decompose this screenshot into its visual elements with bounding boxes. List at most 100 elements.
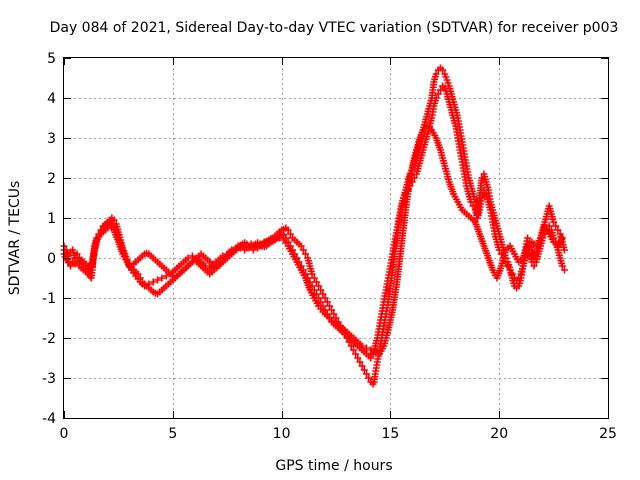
data-point: [258, 242, 266, 250]
x-tick-label: 10: [273, 426, 291, 442]
data-point: [249, 246, 257, 254]
data-point: [236, 244, 244, 252]
data-point: [323, 298, 331, 306]
data-point: [141, 282, 149, 290]
data-point: [302, 250, 310, 258]
data-point: [319, 290, 327, 298]
data-point: [362, 344, 370, 352]
data-point: [275, 234, 283, 242]
data-point: [262, 240, 270, 248]
data-point: [552, 222, 560, 230]
data-point: [560, 246, 568, 254]
data-point: [367, 354, 375, 362]
data-point: [67, 262, 75, 270]
data-point: [436, 86, 444, 94]
data-point: [219, 252, 227, 260]
y-tick-label: -1: [42, 291, 56, 307]
data-point: [432, 94, 440, 102]
data-point: [149, 278, 157, 286]
data-point: [145, 280, 153, 288]
x-tick-label: 15: [381, 426, 399, 442]
data-points: [60, 64, 568, 388]
x-tick-labels: 0 5 10 15 20 25: [60, 426, 617, 442]
data-point: [110, 216, 118, 224]
data-point: [317, 286, 325, 294]
data-point: [362, 370, 370, 378]
data-point: [480, 186, 488, 194]
data-point: [271, 236, 279, 244]
y-tick-label: 1: [47, 211, 56, 227]
data-point: [184, 254, 192, 262]
data-point: [328, 316, 336, 324]
data-point: [508, 270, 516, 278]
y-axis-label: SDTVAR / TECUs: [7, 181, 23, 296]
x-axis-label: GPS time / hours: [275, 458, 392, 474]
y-tick-label: 3: [47, 131, 56, 147]
data-point: [554, 226, 562, 234]
x-tick-label: 20: [490, 426, 508, 442]
y-tick-labels: -4 -3 -2 -1 0 1 2 3 4 5: [42, 51, 56, 427]
plot-frame: [63, 57, 609, 419]
data-point: [365, 374, 373, 382]
data-point: [530, 262, 538, 270]
data-point: [550, 218, 558, 226]
y-tick-label: -2: [42, 331, 56, 347]
x-tick-label: 5: [168, 426, 177, 442]
data-point: [73, 250, 81, 258]
data-point: [232, 245, 240, 253]
data-point: [439, 66, 447, 74]
data-point: [321, 294, 329, 302]
y-tick-label: 5: [47, 51, 56, 67]
data-point: [312, 290, 320, 298]
data-point: [358, 342, 366, 350]
data-point: [158, 274, 166, 282]
y-tick-label: -4: [42, 411, 56, 427]
axis-ticks: [64, 58, 609, 419]
y-tick-label: 2: [47, 171, 56, 187]
data-point: [308, 270, 316, 278]
y-tick-label: 4: [47, 91, 56, 107]
x-tick-label: 25: [599, 426, 617, 442]
data-point: [254, 244, 262, 252]
data-point: [330, 310, 338, 318]
data-point: [312, 278, 320, 286]
data-point: [310, 274, 318, 282]
data-point: [347, 342, 355, 350]
series-track-c: [60, 122, 566, 358]
data-point: [504, 262, 512, 270]
data-point: [399, 194, 407, 202]
data-point: [352, 350, 360, 358]
data-point: [434, 90, 442, 98]
data-point: [515, 274, 523, 282]
data-point: [558, 234, 566, 242]
data-point: [358, 362, 366, 370]
data-point: [297, 242, 305, 250]
data-point: [349, 346, 357, 354]
data-point: [356, 358, 364, 366]
data-point: [71, 260, 79, 268]
data-point: [560, 266, 568, 274]
data-point: [162, 272, 170, 280]
data-point: [469, 202, 477, 210]
data-point: [201, 262, 209, 270]
data-point: [325, 302, 333, 310]
data-point: [467, 198, 475, 206]
y-tick-label: -3: [42, 371, 56, 387]
data-point: [188, 252, 196, 260]
data-point: [299, 246, 307, 254]
data-point: [360, 366, 368, 374]
data-point: [558, 262, 566, 270]
data-point: [241, 246, 249, 254]
data-point: [315, 282, 323, 290]
data-point: [267, 238, 275, 246]
data-point: [317, 298, 325, 306]
data-point: [354, 354, 362, 362]
data-point: [506, 266, 514, 274]
data-point: [432, 70, 440, 78]
y-tick-label: 0: [47, 251, 56, 267]
data-point: [328, 306, 336, 314]
data-point: [64, 258, 72, 266]
chart-title: Day 084 of 2021, Sidereal Day-to-day VTE…: [50, 20, 619, 36]
